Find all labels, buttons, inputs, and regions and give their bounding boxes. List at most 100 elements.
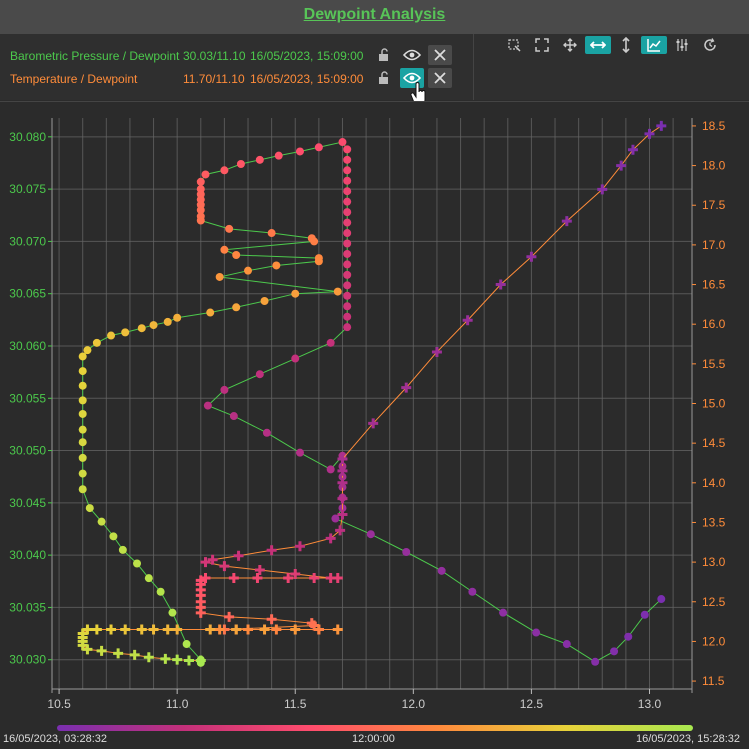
data-point-temperature [313, 624, 324, 635]
data-point-temperature [266, 545, 277, 556]
data-point-pressure [109, 532, 118, 541]
data-point-temperature [91, 624, 102, 635]
data-point-pressure [232, 250, 241, 259]
adjust-icon[interactable] [669, 36, 695, 54]
data-point-pressure [196, 216, 205, 225]
close-icon[interactable] [428, 45, 452, 65]
data-point-pressure [78, 352, 87, 361]
data-point-pressure [437, 566, 446, 575]
data-point-temperature [243, 624, 254, 635]
legend-row-pressure[interactable]: Barometric Pressure / Dewpoint 30.03/11.… [0, 45, 470, 67]
data-point-pressure [295, 448, 304, 457]
reset-icon[interactable] [697, 36, 723, 54]
timeline-end-label: 16/05/2023, 15:28:32 [636, 733, 740, 745]
eye-icon[interactable] [400, 45, 424, 65]
lasso-icon[interactable] [501, 36, 527, 54]
data-point-pressure [343, 281, 352, 290]
data-point-pressure [295, 147, 304, 156]
data-point-temperature [96, 645, 107, 656]
data-point-pressure [343, 166, 352, 175]
chart-line-icon[interactable] [641, 36, 667, 54]
pan-icon[interactable] [557, 36, 583, 54]
data-point-pressure [562, 640, 571, 649]
right-axis-tick-label: 14.0 [702, 476, 726, 490]
fullscreen-icon[interactable] [529, 36, 555, 54]
data-point-pressure [121, 328, 130, 337]
data-point-temperature [200, 557, 211, 568]
data-point-temperature [195, 655, 206, 666]
data-point-pressure [137, 324, 146, 333]
data-point-temperature [462, 315, 473, 326]
data-point-temperature [200, 572, 211, 583]
data-point-temperature [597, 184, 608, 195]
data-point-temperature [195, 596, 206, 607]
data-point-temperature [337, 493, 348, 504]
toolbar [474, 34, 749, 100]
data-point-pressure [267, 229, 276, 238]
data-point-pressure [255, 370, 264, 379]
data-point-temperature [332, 572, 343, 583]
data-point-temperature [294, 541, 305, 552]
x-axis-tick-label: 11.0 [166, 697, 189, 711]
data-point-pressure [291, 354, 300, 363]
data-point-pressure [232, 303, 241, 312]
data-point-temperature [219, 561, 230, 572]
data-point-temperature [431, 346, 442, 357]
data-point-temperature [325, 533, 336, 544]
data-point-pressure [499, 608, 508, 617]
unlock-icon[interactable] [372, 45, 396, 65]
data-point-pressure [272, 261, 281, 270]
data-point-temperature [224, 611, 235, 622]
data-point-pressure [331, 514, 340, 523]
data-point-temperature [120, 624, 131, 635]
data-point-pressure [118, 545, 127, 554]
legend-series-name: Temperature / Dewpoint [10, 72, 138, 86]
data-point-pressure [220, 385, 229, 394]
right-axis-tick-label: 17.0 [702, 238, 726, 252]
right-axis-tick-label: 18.5 [702, 119, 726, 133]
data-point-pressure [343, 239, 352, 248]
legend-panel: Barometric Pressure / Dewpoint 30.03/11.… [0, 34, 474, 105]
data-point-temperature [561, 216, 572, 227]
data-point-pressure [343, 260, 352, 269]
dewpoint-chart[interactable]: 30.030 30.035 30.040 30.045 30.050 30.055 30.0… [0, 102, 749, 722]
vertical-zoom-icon[interactable] [613, 36, 639, 54]
data-point-pressure [591, 657, 600, 666]
data-point-temperature [195, 584, 206, 595]
legend-row-temperature[interactable]: Temperature / Dewpoint 11.70/11.10 16/05… [0, 68, 470, 90]
data-point-pressure [310, 237, 319, 246]
data-point-temperature [252, 572, 263, 583]
data-point-temperature [254, 565, 265, 576]
close-icon[interactable] [428, 68, 452, 88]
data-point-pressure [92, 338, 101, 347]
data-point-temperature [325, 572, 336, 583]
horizontal-zoom-icon[interactable] [585, 36, 611, 54]
legend-series-value: 11.70/11.10 [183, 72, 245, 86]
legend-series-name: Barometric Pressure / Dewpoint [10, 49, 180, 63]
data-point-pressure [326, 465, 335, 474]
data-point-pressure [343, 197, 352, 206]
data-point-temperature [113, 648, 124, 659]
left-axis-tick-label: 30.040 [9, 548, 46, 562]
data-point-pressure [624, 632, 633, 641]
data-point-pressure [206, 308, 215, 317]
data-point-temperature [207, 554, 218, 565]
data-point-pressure [343, 302, 352, 311]
data-point-pressure [314, 143, 323, 152]
right-axis-tick-label: 13.0 [702, 555, 726, 569]
data-point-temperature [266, 614, 277, 625]
left-axis-tick-label: 30.055 [9, 391, 46, 405]
data-point-temperature [335, 525, 346, 536]
timeline-bar[interactable] [57, 725, 693, 731]
data-point-temperature [290, 569, 301, 580]
data-point-pressure [343, 176, 352, 185]
data-point-pressure [338, 138, 347, 147]
data-point-temperature [205, 624, 216, 635]
data-point-pressure [657, 595, 666, 604]
right-axis-tick-label: 11.5 [702, 674, 725, 688]
data-point-pressure [78, 367, 87, 376]
data-point-pressure [343, 187, 352, 196]
timeline-start-label: 16/05/2023, 03:28:32 [3, 733, 107, 745]
data-point-pressure [144, 574, 153, 583]
unlock-icon[interactable] [372, 68, 396, 88]
